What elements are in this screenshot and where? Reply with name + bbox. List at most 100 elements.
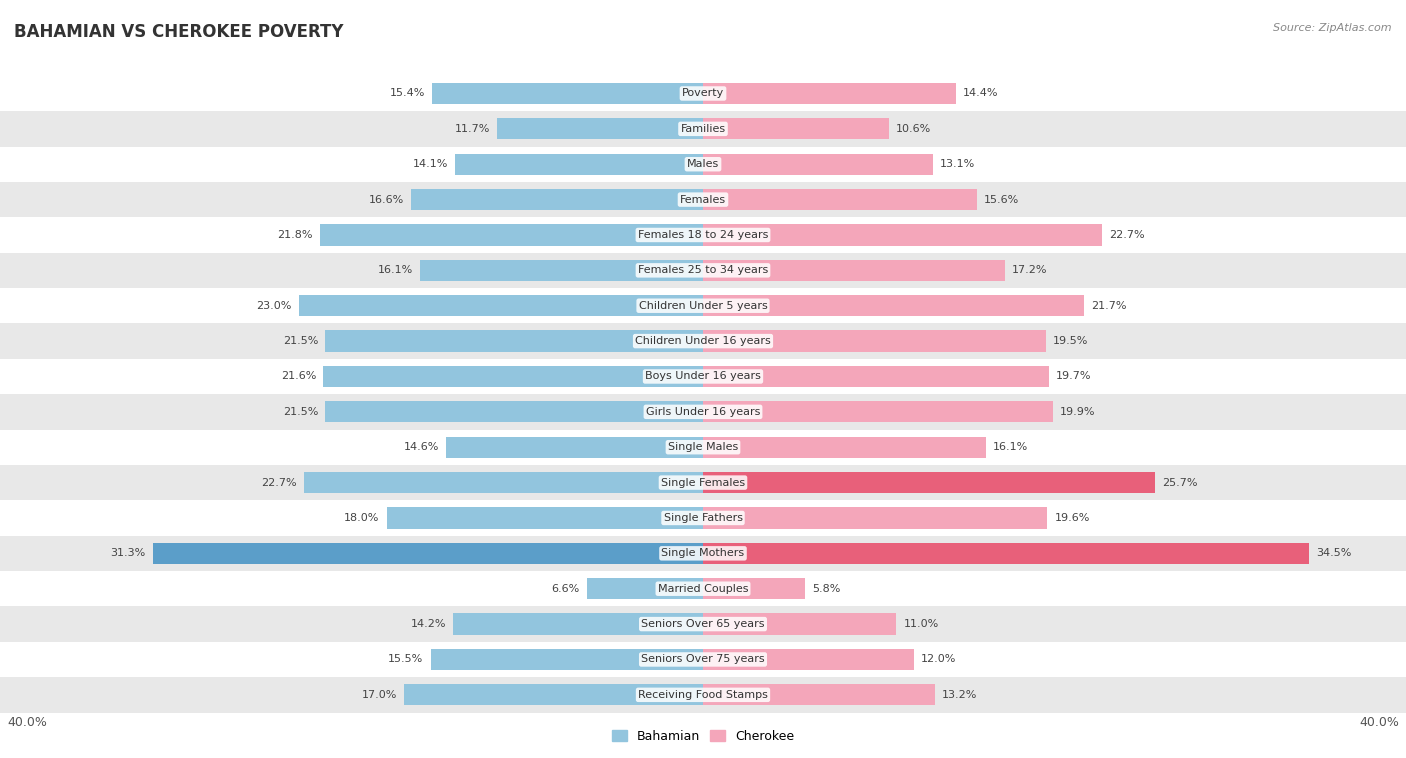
Text: Boys Under 16 years: Boys Under 16 years	[645, 371, 761, 381]
Bar	[703, 649, 914, 670]
Bar	[0, 677, 1406, 713]
Text: 14.6%: 14.6%	[404, 442, 439, 453]
Text: 16.6%: 16.6%	[368, 195, 405, 205]
Text: 21.5%: 21.5%	[283, 336, 318, 346]
Bar	[153, 543, 703, 564]
Bar	[304, 472, 703, 493]
Bar	[0, 76, 1406, 111]
Bar	[703, 330, 1046, 352]
Text: 25.7%: 25.7%	[1161, 478, 1197, 487]
Bar	[0, 111, 1406, 146]
Text: Girls Under 16 years: Girls Under 16 years	[645, 407, 761, 417]
Text: Single Females: Single Females	[661, 478, 745, 487]
Text: Source: ZipAtlas.com: Source: ZipAtlas.com	[1274, 23, 1392, 33]
Text: Females 25 to 34 years: Females 25 to 34 years	[638, 265, 768, 275]
Bar	[0, 218, 1406, 252]
Text: 13.2%: 13.2%	[942, 690, 977, 700]
Bar	[387, 507, 703, 528]
Bar	[0, 182, 1406, 218]
Bar	[325, 330, 703, 352]
Bar	[0, 146, 1406, 182]
Text: Single Fathers: Single Fathers	[664, 513, 742, 523]
Bar	[0, 500, 1406, 536]
Text: 19.5%: 19.5%	[1053, 336, 1088, 346]
Bar	[703, 507, 1047, 528]
Text: 22.7%: 22.7%	[262, 478, 297, 487]
Text: 21.8%: 21.8%	[277, 230, 314, 240]
Bar	[0, 606, 1406, 642]
Text: 18.0%: 18.0%	[344, 513, 380, 523]
Bar	[703, 401, 1053, 422]
Text: Families: Families	[681, 124, 725, 134]
Bar	[0, 324, 1406, 359]
Bar	[299, 295, 703, 316]
Text: 11.0%: 11.0%	[904, 619, 939, 629]
Bar	[0, 394, 1406, 430]
Bar	[0, 430, 1406, 465]
Bar	[703, 366, 1049, 387]
Bar	[454, 613, 703, 634]
Text: Children Under 5 years: Children Under 5 years	[638, 301, 768, 311]
Text: 12.0%: 12.0%	[921, 654, 956, 665]
Bar	[0, 252, 1406, 288]
Text: 14.2%: 14.2%	[411, 619, 447, 629]
Text: Single Males: Single Males	[668, 442, 738, 453]
Bar	[703, 118, 889, 139]
Text: 21.7%: 21.7%	[1091, 301, 1126, 311]
Bar	[703, 613, 897, 634]
Bar	[0, 571, 1406, 606]
Text: Receiving Food Stamps: Receiving Food Stamps	[638, 690, 768, 700]
Text: 31.3%: 31.3%	[111, 548, 146, 559]
Text: 17.0%: 17.0%	[361, 690, 398, 700]
Text: BAHAMIAN VS CHEROKEE POVERTY: BAHAMIAN VS CHEROKEE POVERTY	[14, 23, 343, 41]
Bar	[703, 437, 986, 458]
Text: 21.5%: 21.5%	[283, 407, 318, 417]
Text: 40.0%: 40.0%	[7, 716, 46, 729]
Text: 16.1%: 16.1%	[378, 265, 413, 275]
Bar	[703, 83, 956, 104]
Text: 15.4%: 15.4%	[389, 89, 425, 99]
Bar	[433, 83, 703, 104]
Bar	[0, 465, 1406, 500]
Text: Children Under 16 years: Children Under 16 years	[636, 336, 770, 346]
Text: 17.2%: 17.2%	[1012, 265, 1047, 275]
Bar	[703, 154, 934, 175]
Bar	[321, 224, 703, 246]
Text: 40.0%: 40.0%	[1360, 716, 1399, 729]
Bar	[703, 543, 1309, 564]
Text: 19.6%: 19.6%	[1054, 513, 1090, 523]
Text: 19.9%: 19.9%	[1060, 407, 1095, 417]
Bar	[0, 642, 1406, 677]
Bar	[588, 578, 703, 600]
Bar	[703, 578, 804, 600]
Bar	[420, 260, 703, 281]
Text: 14.1%: 14.1%	[413, 159, 449, 169]
Bar	[412, 189, 703, 210]
Text: Females 18 to 24 years: Females 18 to 24 years	[638, 230, 768, 240]
Text: Seniors Over 65 years: Seniors Over 65 years	[641, 619, 765, 629]
Bar	[703, 224, 1102, 246]
Legend: Bahamian, Cherokee: Bahamian, Cherokee	[607, 725, 799, 748]
Bar	[0, 359, 1406, 394]
Bar	[405, 684, 703, 706]
Text: 19.7%: 19.7%	[1056, 371, 1091, 381]
Text: Married Couples: Married Couples	[658, 584, 748, 594]
Text: Seniors Over 75 years: Seniors Over 75 years	[641, 654, 765, 665]
Text: 22.7%: 22.7%	[1109, 230, 1144, 240]
Bar	[703, 295, 1084, 316]
Text: Males: Males	[688, 159, 718, 169]
Text: 14.4%: 14.4%	[963, 89, 998, 99]
Bar	[456, 154, 703, 175]
Bar	[0, 288, 1406, 324]
Text: Females: Females	[681, 195, 725, 205]
Text: 23.0%: 23.0%	[256, 301, 292, 311]
Bar	[325, 401, 703, 422]
Bar	[498, 118, 703, 139]
Text: 10.6%: 10.6%	[897, 124, 932, 134]
Text: 5.8%: 5.8%	[813, 584, 841, 594]
Text: 34.5%: 34.5%	[1316, 548, 1351, 559]
Text: 13.1%: 13.1%	[941, 159, 976, 169]
Text: 16.1%: 16.1%	[993, 442, 1028, 453]
Text: Poverty: Poverty	[682, 89, 724, 99]
Text: 11.7%: 11.7%	[456, 124, 491, 134]
